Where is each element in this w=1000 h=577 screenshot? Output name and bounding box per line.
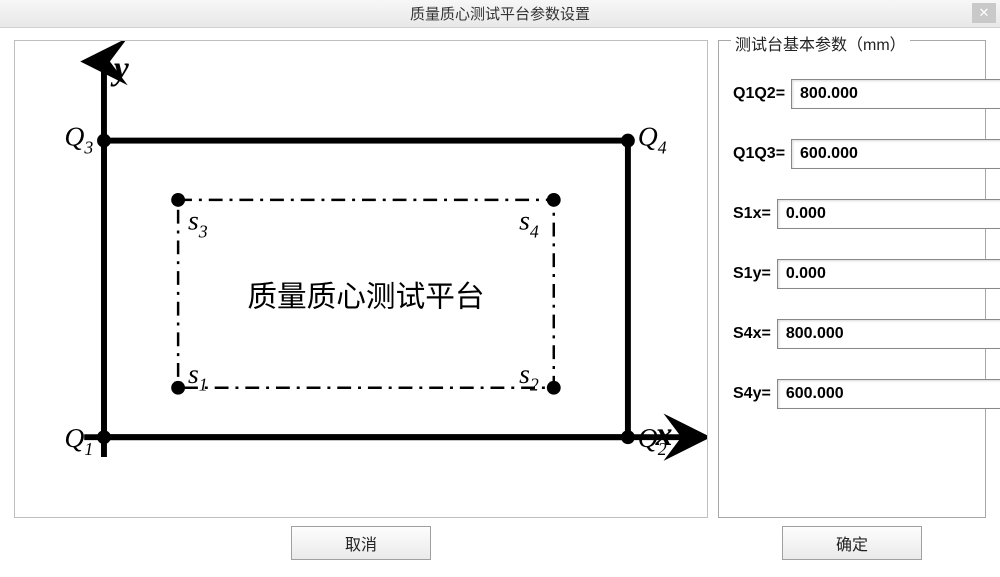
param-row-q1q2: Q1Q2= xyxy=(733,79,971,109)
titlebar: 质量质心测试平台参数设置 ✕ xyxy=(0,0,1000,28)
params-panel: 测试台基本参数（mm） Q1Q2= Q1Q3= S1x= S1y= S4x= xyxy=(718,40,986,518)
param-label: S4x= xyxy=(733,325,777,343)
label-q3: Q3 xyxy=(64,121,93,158)
point-q3 xyxy=(97,134,111,148)
point-s1 xyxy=(171,381,185,395)
diagram-panel: y x Q1 Q2 Q3 Q4 s1 s2 s3 s4 质量质心测试平台 xyxy=(14,40,708,518)
point-q1 xyxy=(97,430,111,444)
param-input-s1x[interactable] xyxy=(777,199,1000,229)
label-s3: s3 xyxy=(188,205,208,242)
cancel-button[interactable]: 取消 xyxy=(291,526,431,560)
point-q2 xyxy=(621,430,635,444)
diagram-center-text: 质量质心测试平台 xyxy=(247,281,484,314)
content-area: y x Q1 Q2 Q3 Q4 s1 s2 s3 s4 质量质心测试平台 测试台… xyxy=(0,28,1000,526)
ok-button[interactable]: 确定 xyxy=(782,526,922,560)
close-icon: ✕ xyxy=(979,5,990,21)
footer-right: 确定 xyxy=(718,526,986,560)
param-label: S4y= xyxy=(733,385,777,403)
param-label: S1x= xyxy=(733,205,777,223)
dialog-window: 质量质心测试平台参数设置 ✕ xyxy=(0,0,1000,577)
param-input-q1q3[interactable] xyxy=(791,139,1000,169)
axis-y-label: y xyxy=(110,50,130,87)
param-row-q1q3: Q1Q3= xyxy=(733,139,971,169)
param-row-s4y: S4y= xyxy=(733,379,971,409)
cancel-button-label: 取消 xyxy=(345,531,377,555)
param-label: Q1Q2= xyxy=(733,85,791,103)
label-s2: s2 xyxy=(519,358,539,395)
param-label: S1y= xyxy=(733,265,777,283)
point-s3 xyxy=(171,193,185,207)
point-s2 xyxy=(547,381,561,395)
param-input-s4x[interactable] xyxy=(777,319,1000,349)
param-row-s1y: S1y= xyxy=(733,259,971,289)
window-title: 质量质心测试平台参数设置 xyxy=(410,3,590,24)
params-legend: 测试台基本参数（mm） xyxy=(731,31,910,55)
point-s4 xyxy=(547,193,561,207)
param-row-s4x: S4x= xyxy=(733,319,971,349)
ok-button-label: 确定 xyxy=(836,531,868,555)
param-input-s1y[interactable] xyxy=(777,259,1000,289)
close-button[interactable]: ✕ xyxy=(972,3,996,23)
param-label: Q1Q3= xyxy=(733,145,791,163)
point-q4 xyxy=(621,134,635,148)
diagram-svg: y x Q1 Q2 Q3 Q4 s1 s2 s3 s4 质量质心测试平台 xyxy=(15,41,707,517)
label-s1: s1 xyxy=(188,358,208,395)
label-q1: Q1 xyxy=(64,422,93,459)
label-s4: s4 xyxy=(519,205,539,242)
param-row-s1x: S1x= xyxy=(733,199,971,229)
param-input-s4y[interactable] xyxy=(777,379,1000,409)
param-input-q1q2[interactable] xyxy=(791,79,1000,109)
label-q4: Q4 xyxy=(638,121,667,158)
footer-left: 取消 xyxy=(14,526,708,560)
footer: 取消 确定 xyxy=(0,526,1000,572)
